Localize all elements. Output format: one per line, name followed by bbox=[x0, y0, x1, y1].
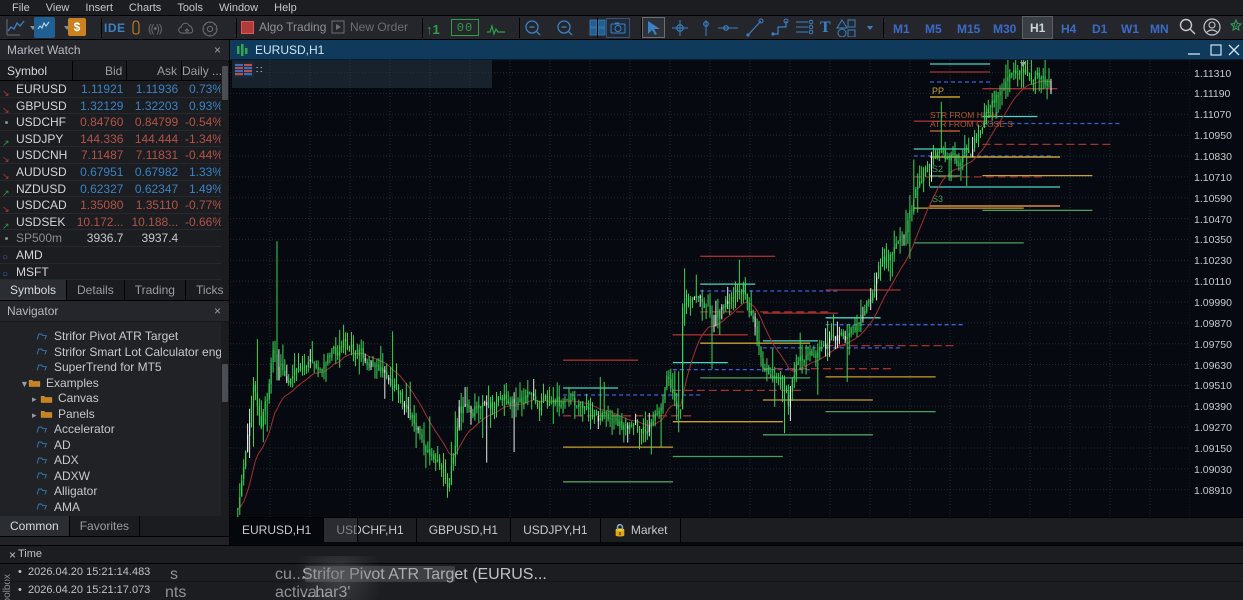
svg-text:S2: S2 bbox=[932, 164, 943, 174]
svg-text:S3: S3 bbox=[932, 194, 943, 204]
svg-text:PP: PP bbox=[932, 86, 944, 96]
svg-text:↑1: ↑1 bbox=[426, 22, 440, 37]
